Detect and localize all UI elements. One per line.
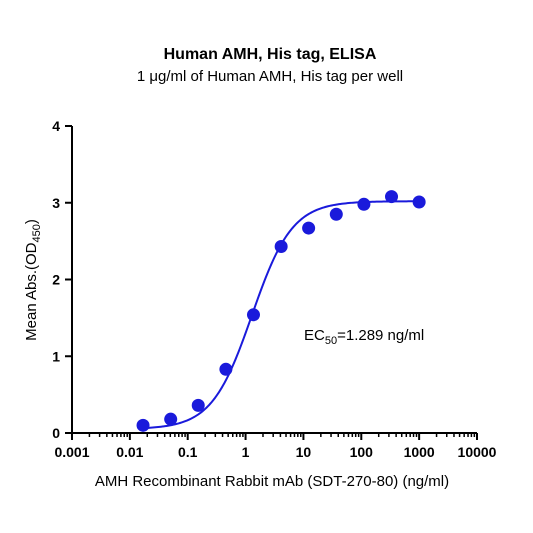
axes	[71, 126, 477, 434]
ec50-annotation: EC50=1.289 ng/ml	[304, 327, 424, 347]
x-tick-label: 10	[296, 444, 312, 460]
ec50-annotation-rest: =1.289 ng/ml	[337, 327, 424, 344]
x-tick-label: 0.1	[178, 444, 198, 460]
data-point	[164, 412, 178, 426]
y-tick-label: 3	[52, 195, 60, 211]
data-point	[302, 221, 316, 235]
y-tick-label: 2	[52, 272, 60, 288]
x-tick-label: 100	[350, 444, 374, 460]
data-point	[219, 362, 233, 376]
y-axis-label-sub: 450	[31, 224, 43, 242]
data-points	[136, 190, 426, 432]
data-point	[412, 195, 426, 209]
y-ticks: 0 1 2 3 4	[52, 118, 72, 441]
x-tick-label: 0.001	[54, 444, 89, 460]
data-point	[274, 239, 288, 253]
chart-subtitle: 1 μg/ml of Human AMH, His tag per well	[137, 68, 403, 85]
x-tick-label: 1	[242, 444, 250, 460]
ec50-annotation-sub: 50	[325, 335, 337, 347]
chart-title: Human AMH, His tag, ELISA	[164, 46, 377, 63]
y-axis-label-main: Mean Abs.(OD	[23, 242, 40, 341]
x-axis-label: AMH Recombinant Rabbit mAb (SDT-270-80) …	[95, 473, 449, 490]
y-tick-label: 1	[52, 348, 60, 364]
y-axis-label-end: )	[23, 219, 40, 224]
data-point	[136, 418, 150, 432]
data-point	[357, 197, 371, 211]
data-point	[246, 308, 260, 322]
y-axis-label: Mean Abs.(OD450)	[23, 219, 43, 341]
y-tick-label: 0	[52, 425, 60, 441]
x-ticks: 0.001 0.01 0.1 1 10 100 1000 10000	[54, 433, 497, 460]
data-point	[191, 398, 205, 412]
ec50-annotation-main: EC	[304, 327, 325, 344]
x-tick-label: 1000	[404, 444, 435, 460]
fit-curve	[142, 200, 420, 430]
x-tick-label: 0.01	[116, 444, 143, 460]
data-point	[329, 207, 343, 221]
data-point	[385, 190, 399, 204]
y-tick-label: 4	[52, 118, 60, 134]
x-tick-label: 10000	[458, 444, 497, 460]
